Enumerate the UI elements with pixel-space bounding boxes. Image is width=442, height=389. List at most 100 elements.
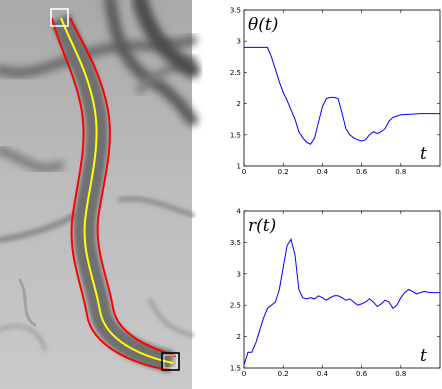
x-axis-label: t bbox=[420, 144, 427, 164]
y-tick-label: 3 bbox=[237, 270, 241, 278]
data-point bbox=[243, 47, 245, 48]
y-tick-label: 2.5 bbox=[230, 302, 241, 310]
vessel-boundary-left bbox=[51, 17, 171, 371]
data-point bbox=[369, 134, 370, 136]
data-point bbox=[341, 297, 343, 299]
data-point bbox=[243, 364, 245, 366]
data-point bbox=[361, 140, 362, 142]
data-point bbox=[404, 292, 406, 293]
y-tick-label: 2 bbox=[237, 100, 241, 108]
x-tick-label: 0.4 bbox=[317, 168, 329, 176]
x-tick-label: 0.2 bbox=[278, 370, 289, 378]
data-point bbox=[357, 304, 359, 306]
data-point bbox=[349, 134, 351, 136]
data-point bbox=[310, 297, 311, 299]
data-point bbox=[416, 293, 417, 295]
x-tick-label: 0.8 bbox=[395, 168, 406, 176]
data-point bbox=[337, 98, 339, 99]
data-point bbox=[253, 47, 255, 48]
data-point bbox=[298, 289, 300, 290]
data-point bbox=[245, 358, 247, 359]
data-point bbox=[429, 113, 431, 114]
y-tick-label: 3.5 bbox=[230, 7, 241, 15]
data-point bbox=[294, 254, 296, 256]
data-point bbox=[341, 112, 343, 114]
data-point bbox=[369, 298, 370, 300]
theta-chart: 0 0.2 0.4 0.6 0.8 1 1.5 2 2.5 3 3.5 θ(t) t bbox=[230, 7, 441, 176]
y-tick-label: 2.5 bbox=[230, 69, 241, 77]
data-point bbox=[345, 128, 347, 130]
data-point bbox=[365, 301, 366, 303]
data-point bbox=[337, 295, 339, 297]
data-point bbox=[314, 137, 315, 139]
data-point bbox=[318, 295, 319, 297]
data-point bbox=[373, 301, 374, 303]
data-point bbox=[376, 133, 378, 135]
y-tick-label: 3 bbox=[237, 38, 241, 46]
end-marker bbox=[161, 352, 180, 371]
data-point bbox=[278, 81, 280, 83]
data-point bbox=[380, 131, 382, 133]
data-point bbox=[271, 304, 272, 306]
data-point bbox=[259, 47, 261, 48]
data-point bbox=[388, 301, 390, 303]
data-point bbox=[396, 115, 398, 117]
y-tick-label: 1.5 bbox=[230, 131, 241, 139]
data-point bbox=[412, 291, 413, 292]
data-point bbox=[247, 351, 249, 353]
x-axis-label: t bbox=[420, 346, 427, 366]
y-tick-label: 1 bbox=[237, 163, 241, 171]
data-point bbox=[322, 106, 323, 108]
data-point bbox=[282, 267, 284, 268]
data-point bbox=[361, 303, 362, 305]
data-point bbox=[384, 299, 386, 301]
series-line-0 bbox=[243, 238, 440, 366]
vessel-image-panel bbox=[0, 0, 200, 389]
data-point bbox=[282, 92, 284, 93]
data-point bbox=[302, 297, 304, 299]
data-point bbox=[376, 306, 378, 307]
chart-title: θ(t) bbox=[248, 15, 278, 35]
data-point bbox=[349, 298, 351, 300]
data-point bbox=[329, 97, 331, 98]
data-point bbox=[333, 295, 335, 297]
data-point bbox=[310, 143, 311, 145]
x-tick-label: 0 bbox=[242, 168, 246, 176]
data-point bbox=[263, 47, 264, 48]
data-point bbox=[278, 289, 280, 290]
series-line-0 bbox=[244, 46, 440, 145]
y-tick-label: 2 bbox=[237, 333, 241, 341]
start-marker bbox=[50, 8, 69, 27]
data-point bbox=[388, 120, 390, 122]
data-point bbox=[329, 297, 331, 299]
x-tick-label: 0.6 bbox=[356, 370, 368, 378]
data-point bbox=[423, 291, 425, 292]
data-point bbox=[325, 299, 327, 301]
data-point bbox=[286, 100, 288, 101]
data-point bbox=[410, 113, 411, 115]
data-point bbox=[306, 298, 308, 300]
data-point bbox=[267, 47, 268, 48]
data-point bbox=[318, 121, 319, 123]
data-point bbox=[286, 245, 288, 246]
data-point bbox=[275, 301, 276, 303]
data-point bbox=[345, 299, 347, 301]
data-point bbox=[251, 351, 253, 353]
data-point bbox=[322, 297, 323, 299]
data-point bbox=[290, 238, 292, 240]
data-point bbox=[400, 114, 402, 116]
data-point bbox=[439, 292, 441, 293]
data-point bbox=[306, 141, 308, 143]
data-point bbox=[396, 304, 398, 306]
data-point bbox=[429, 292, 431, 293]
x-tick-label: 0.6 bbox=[356, 168, 368, 176]
radius-chart: 0 0.2 0.4 0.6 0.8 1.5 2 2.5 3 3.5 4 r(t) t bbox=[230, 208, 441, 378]
data-point bbox=[365, 139, 366, 141]
data-point bbox=[392, 307, 394, 309]
data-point bbox=[333, 97, 335, 98]
data-point bbox=[298, 131, 300, 133]
y-tick-label: 1.5 bbox=[230, 365, 241, 373]
y-tick-label: 3.5 bbox=[230, 239, 241, 247]
data-point bbox=[357, 139, 359, 141]
data-point bbox=[271, 56, 272, 58]
